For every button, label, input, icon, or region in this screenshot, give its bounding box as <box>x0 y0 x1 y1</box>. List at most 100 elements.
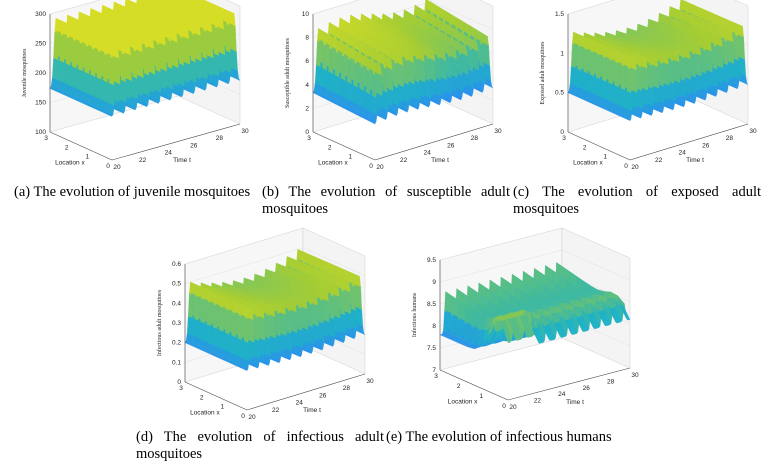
surface-d <box>184 249 366 371</box>
surface-plot-e: 7 7.5 8 8.5 9 9.5 0 1 2 3 20 22 24 26 28 30 Location x Ti… <box>411 227 639 411</box>
t-axis-label: Time t <box>566 399 584 406</box>
axes-lines-a <box>49 14 241 161</box>
x-axis-label: Location x <box>55 160 85 167</box>
t-tick-label: 24 <box>165 150 173 157</box>
z-axis-label: Infectious humans <box>411 292 418 337</box>
z-tick-label: 6 <box>305 58 309 65</box>
z-tick-label: 8 <box>432 323 436 330</box>
x-axis-label: Location x <box>190 410 220 417</box>
z-tick-label: 1.5 <box>555 11 564 18</box>
x-tick-label: 1 <box>349 154 353 161</box>
t-tick-label: 28 <box>216 135 224 142</box>
z-tick-label: 8.5 <box>427 301 436 308</box>
surface-e <box>439 262 631 349</box>
axes-lines-c <box>567 14 749 161</box>
z-tick-label: 9 <box>432 279 436 286</box>
t-tick-label: 24 <box>424 150 432 157</box>
x-axis-label: Location x <box>318 160 348 167</box>
t-tick-label: 30 <box>494 128 502 135</box>
axes-lines-d <box>184 264 366 411</box>
t-tick-label: 30 <box>366 378 374 385</box>
z-tick-label: 2 <box>305 105 309 112</box>
x-tick-label: 3 <box>179 385 183 392</box>
t-axis-label: Time t <box>686 157 704 164</box>
x-tick-label: 1 <box>604 154 608 161</box>
t-tick-label: 28 <box>607 378 615 385</box>
t-tick-label: 30 <box>749 128 757 135</box>
t-tick-label: 20 <box>509 404 517 411</box>
z-tick-label: 0.6 <box>172 261 181 268</box>
caption-e: (e) The evolution of infectious humans <box>386 429 612 445</box>
z-axis-label: Infectious adult mosquitoes <box>156 289 163 356</box>
x-tick-label: 0 <box>624 163 628 170</box>
t-tick-label: 22 <box>534 398 542 405</box>
x-tick-label: 2 <box>200 394 204 401</box>
x-axis-label: Location x <box>448 399 478 406</box>
axes-lines-e <box>439 260 631 401</box>
t-tick-label: 20 <box>631 164 639 171</box>
t-tick-label: 24 <box>679 150 687 157</box>
z-tick-label: 200 <box>35 70 46 77</box>
t-tick-label: 22 <box>655 157 663 164</box>
z-axis-label: Juvenile mosquitoes <box>22 48 28 97</box>
x-tick-label: 0 <box>502 403 506 410</box>
z-tick-label: 100 <box>35 129 46 136</box>
z-tick-label: 0 <box>305 129 309 136</box>
figure-e: 7 7.5 8 8.5 9 9.5 0 1 2 3 20 22 24 26 28 30 Location x Ti… <box>390 227 645 425</box>
t-tick-label: 20 <box>113 164 121 171</box>
z-tick-label: 0.2 <box>172 340 181 347</box>
z-axis-label: Susceptible adult mosquitoes <box>285 37 291 108</box>
z-tick-label: 4 <box>305 82 309 89</box>
surface-b <box>312 0 494 125</box>
z-tick-label: 0.4 <box>172 300 181 307</box>
x-tick-label: 2 <box>65 144 69 151</box>
surface-plot-c: 0 0.5 1 1.5 0 1 2 3 20 22 24 26 28 30 Location x Time t… <box>540 0 757 171</box>
t-tick-label: 26 <box>702 142 710 149</box>
x-tick-label: 2 <box>583 144 587 151</box>
x-axis-label: Location x <box>573 160 603 167</box>
z-axis-label: Exposed adult mosquitoes <box>540 41 546 105</box>
z-tick-label: 150 <box>35 100 46 107</box>
z-tick-label: 0 <box>177 379 181 386</box>
caption-d: (d) The evolution of infectious adult mo… <box>136 429 384 462</box>
x-tick-label: 3 <box>44 135 48 142</box>
t-tick-label: 28 <box>726 135 734 142</box>
x-tick-label: 1 <box>86 154 90 161</box>
t-tick-label: 22 <box>139 157 147 164</box>
x-tick-label: 0 <box>106 163 110 170</box>
surface-a <box>49 0 241 117</box>
axes-lines-b <box>312 14 494 161</box>
t-tick-label: 20 <box>376 164 384 171</box>
x-tick-label: 0 <box>369 163 373 170</box>
surface-c <box>567 0 749 121</box>
z-tick-label: 7 <box>432 367 436 374</box>
x-tick-label: 3 <box>434 373 438 380</box>
surface-plot-a: 100 150 200 250 300 0 1 2 3 20 22 24 26 28 30 Location … <box>22 0 249 171</box>
t-tick-label: 22 <box>400 157 408 164</box>
t-tick-label: 28 <box>343 385 351 392</box>
z-tick-label: 8 <box>305 35 309 42</box>
x-tick-label: 1 <box>221 404 225 411</box>
t-axis-label: Time t <box>431 157 449 164</box>
t-tick-label: 30 <box>631 372 639 379</box>
surface-plot-d: 0 0.1 0.2 0.3 0.4 0.5 0.6 0 1 2 3 20 22 24 26 28 30 Locat… <box>156 227 374 421</box>
x-tick-label: 0 <box>241 413 245 420</box>
caption-b: (b) The evolution of susceptible adult m… <box>262 184 510 217</box>
t-tick-label: 26 <box>447 142 455 149</box>
t-axis-label: Time t <box>303 407 321 414</box>
caption-a: (a) The evolution of juvenile mosquitoes <box>14 184 251 200</box>
t-tick-label: 26 <box>190 142 198 149</box>
x-tick-label: 3 <box>562 135 566 142</box>
t-tick-label: 20 <box>248 414 256 421</box>
z-tick-label: 250 <box>35 41 46 48</box>
t-tick-label: 28 <box>471 135 479 142</box>
caption-c: (c) The evolution of exposed adult mosqu… <box>513 184 761 217</box>
x-tick-label: 2 <box>328 144 332 151</box>
figure-a: 100 150 200 250 300 0 1 2 3 20 22 24 26 28 30 Location … <box>0 0 260 175</box>
z-tick-label: 0.5 <box>555 90 564 97</box>
figure-c: 0 0.5 1 1.5 0 1 2 3 20 22 24 26 28 30 Location x Time t… <box>515 0 770 175</box>
x-tick-label: 3 <box>307 135 311 142</box>
t-tick-label: 30 <box>241 128 249 135</box>
